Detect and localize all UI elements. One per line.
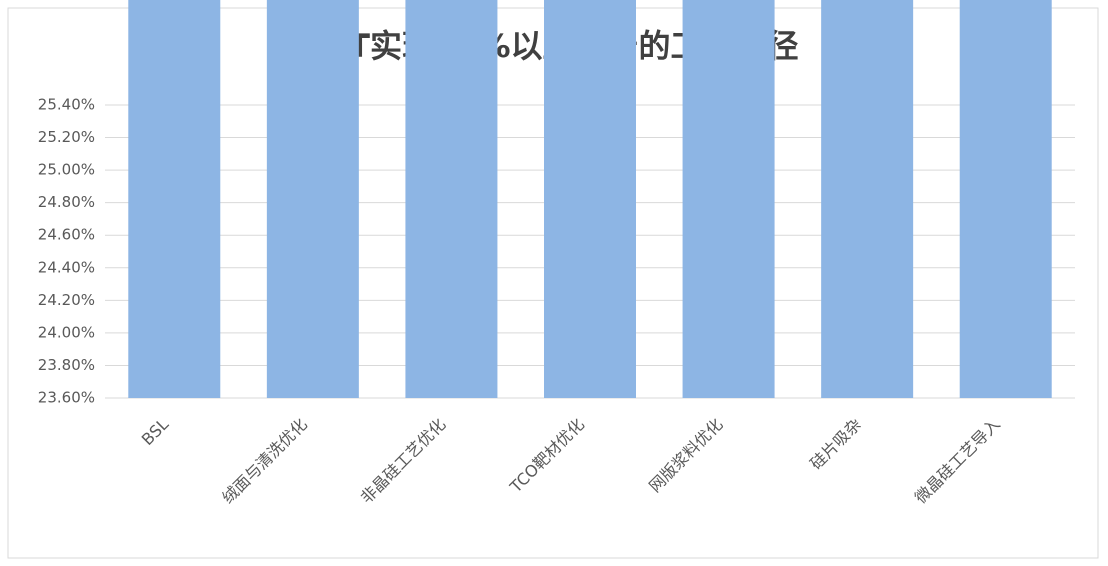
- y-tick-label: 24.40%: [38, 258, 95, 276]
- bar-segment: [959, 0, 1052, 398]
- bar-segment: [405, 0, 498, 398]
- y-tick-label: 24.60%: [38, 226, 95, 244]
- bar-segment: [682, 0, 775, 398]
- y-tick-label: 23.80%: [38, 356, 95, 374]
- bar-segment: [266, 0, 359, 398]
- y-tick-label: 25.40%: [38, 96, 95, 114]
- y-tick-label: 25.00%: [38, 161, 95, 179]
- y-tick-label: 24.20%: [38, 291, 95, 309]
- y-tick-label: 24.80%: [38, 193, 95, 211]
- y-tick-label: 24.00%: [38, 323, 95, 341]
- bar-segment: [544, 0, 636, 398]
- bar-segment: [128, 0, 221, 398]
- y-tick-label: 23.60%: [38, 389, 95, 407]
- bar-segment: [821, 0, 914, 398]
- y-tick-label: 25.20%: [38, 128, 95, 146]
